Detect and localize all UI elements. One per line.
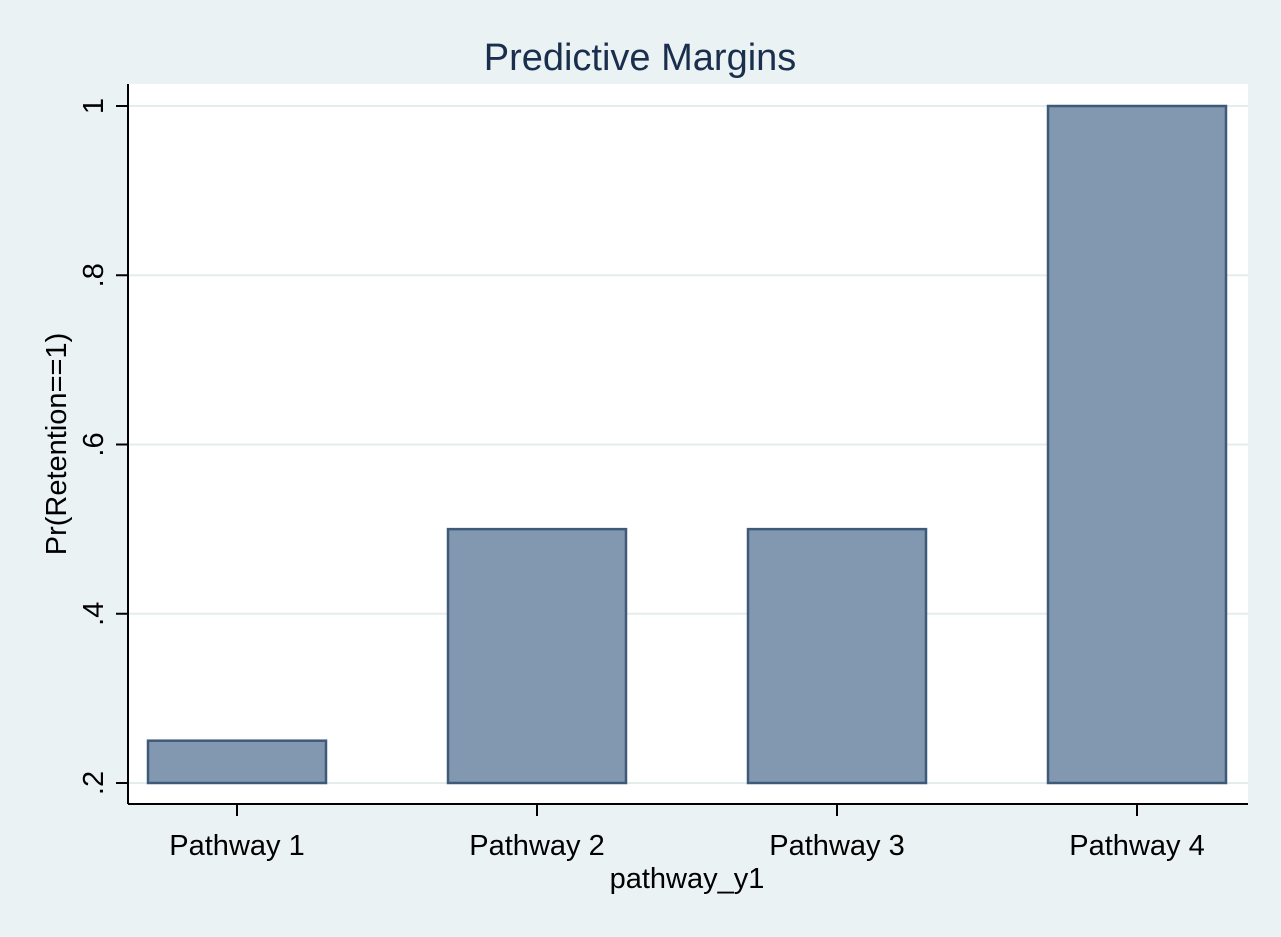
x-tick-label: Pathway 4 bbox=[1069, 830, 1204, 862]
bar-1 bbox=[146, 739, 328, 785]
x-axis-label: pathway_y1 bbox=[610, 863, 765, 895]
bar-4 bbox=[1046, 104, 1228, 785]
y-tick-label: .2 bbox=[78, 771, 110, 795]
bars bbox=[146, 104, 1228, 785]
bar-3 bbox=[746, 527, 928, 785]
bar-2 bbox=[446, 527, 628, 785]
chart-title: Predictive Margins bbox=[484, 37, 797, 79]
y-tick-label: 1 bbox=[78, 98, 110, 114]
y-tick-label: .4 bbox=[78, 602, 110, 626]
y-tick-label: .8 bbox=[78, 263, 110, 287]
x-axis-ticks: Pathway 1 Pathway 2 Pathway 3 Pathway 4 bbox=[169, 804, 1205, 862]
y-axis-label: Pr(Retention==1) bbox=[41, 333, 73, 555]
y-axis-ticks: .2 .4 .6 .8 1 bbox=[78, 98, 128, 795]
y-tick-label: .6 bbox=[78, 432, 110, 456]
x-tick-label: Pathway 3 bbox=[769, 830, 904, 862]
x-tick-label: Pathway 1 bbox=[169, 830, 304, 862]
x-tick-label: Pathway 2 bbox=[469, 830, 604, 862]
